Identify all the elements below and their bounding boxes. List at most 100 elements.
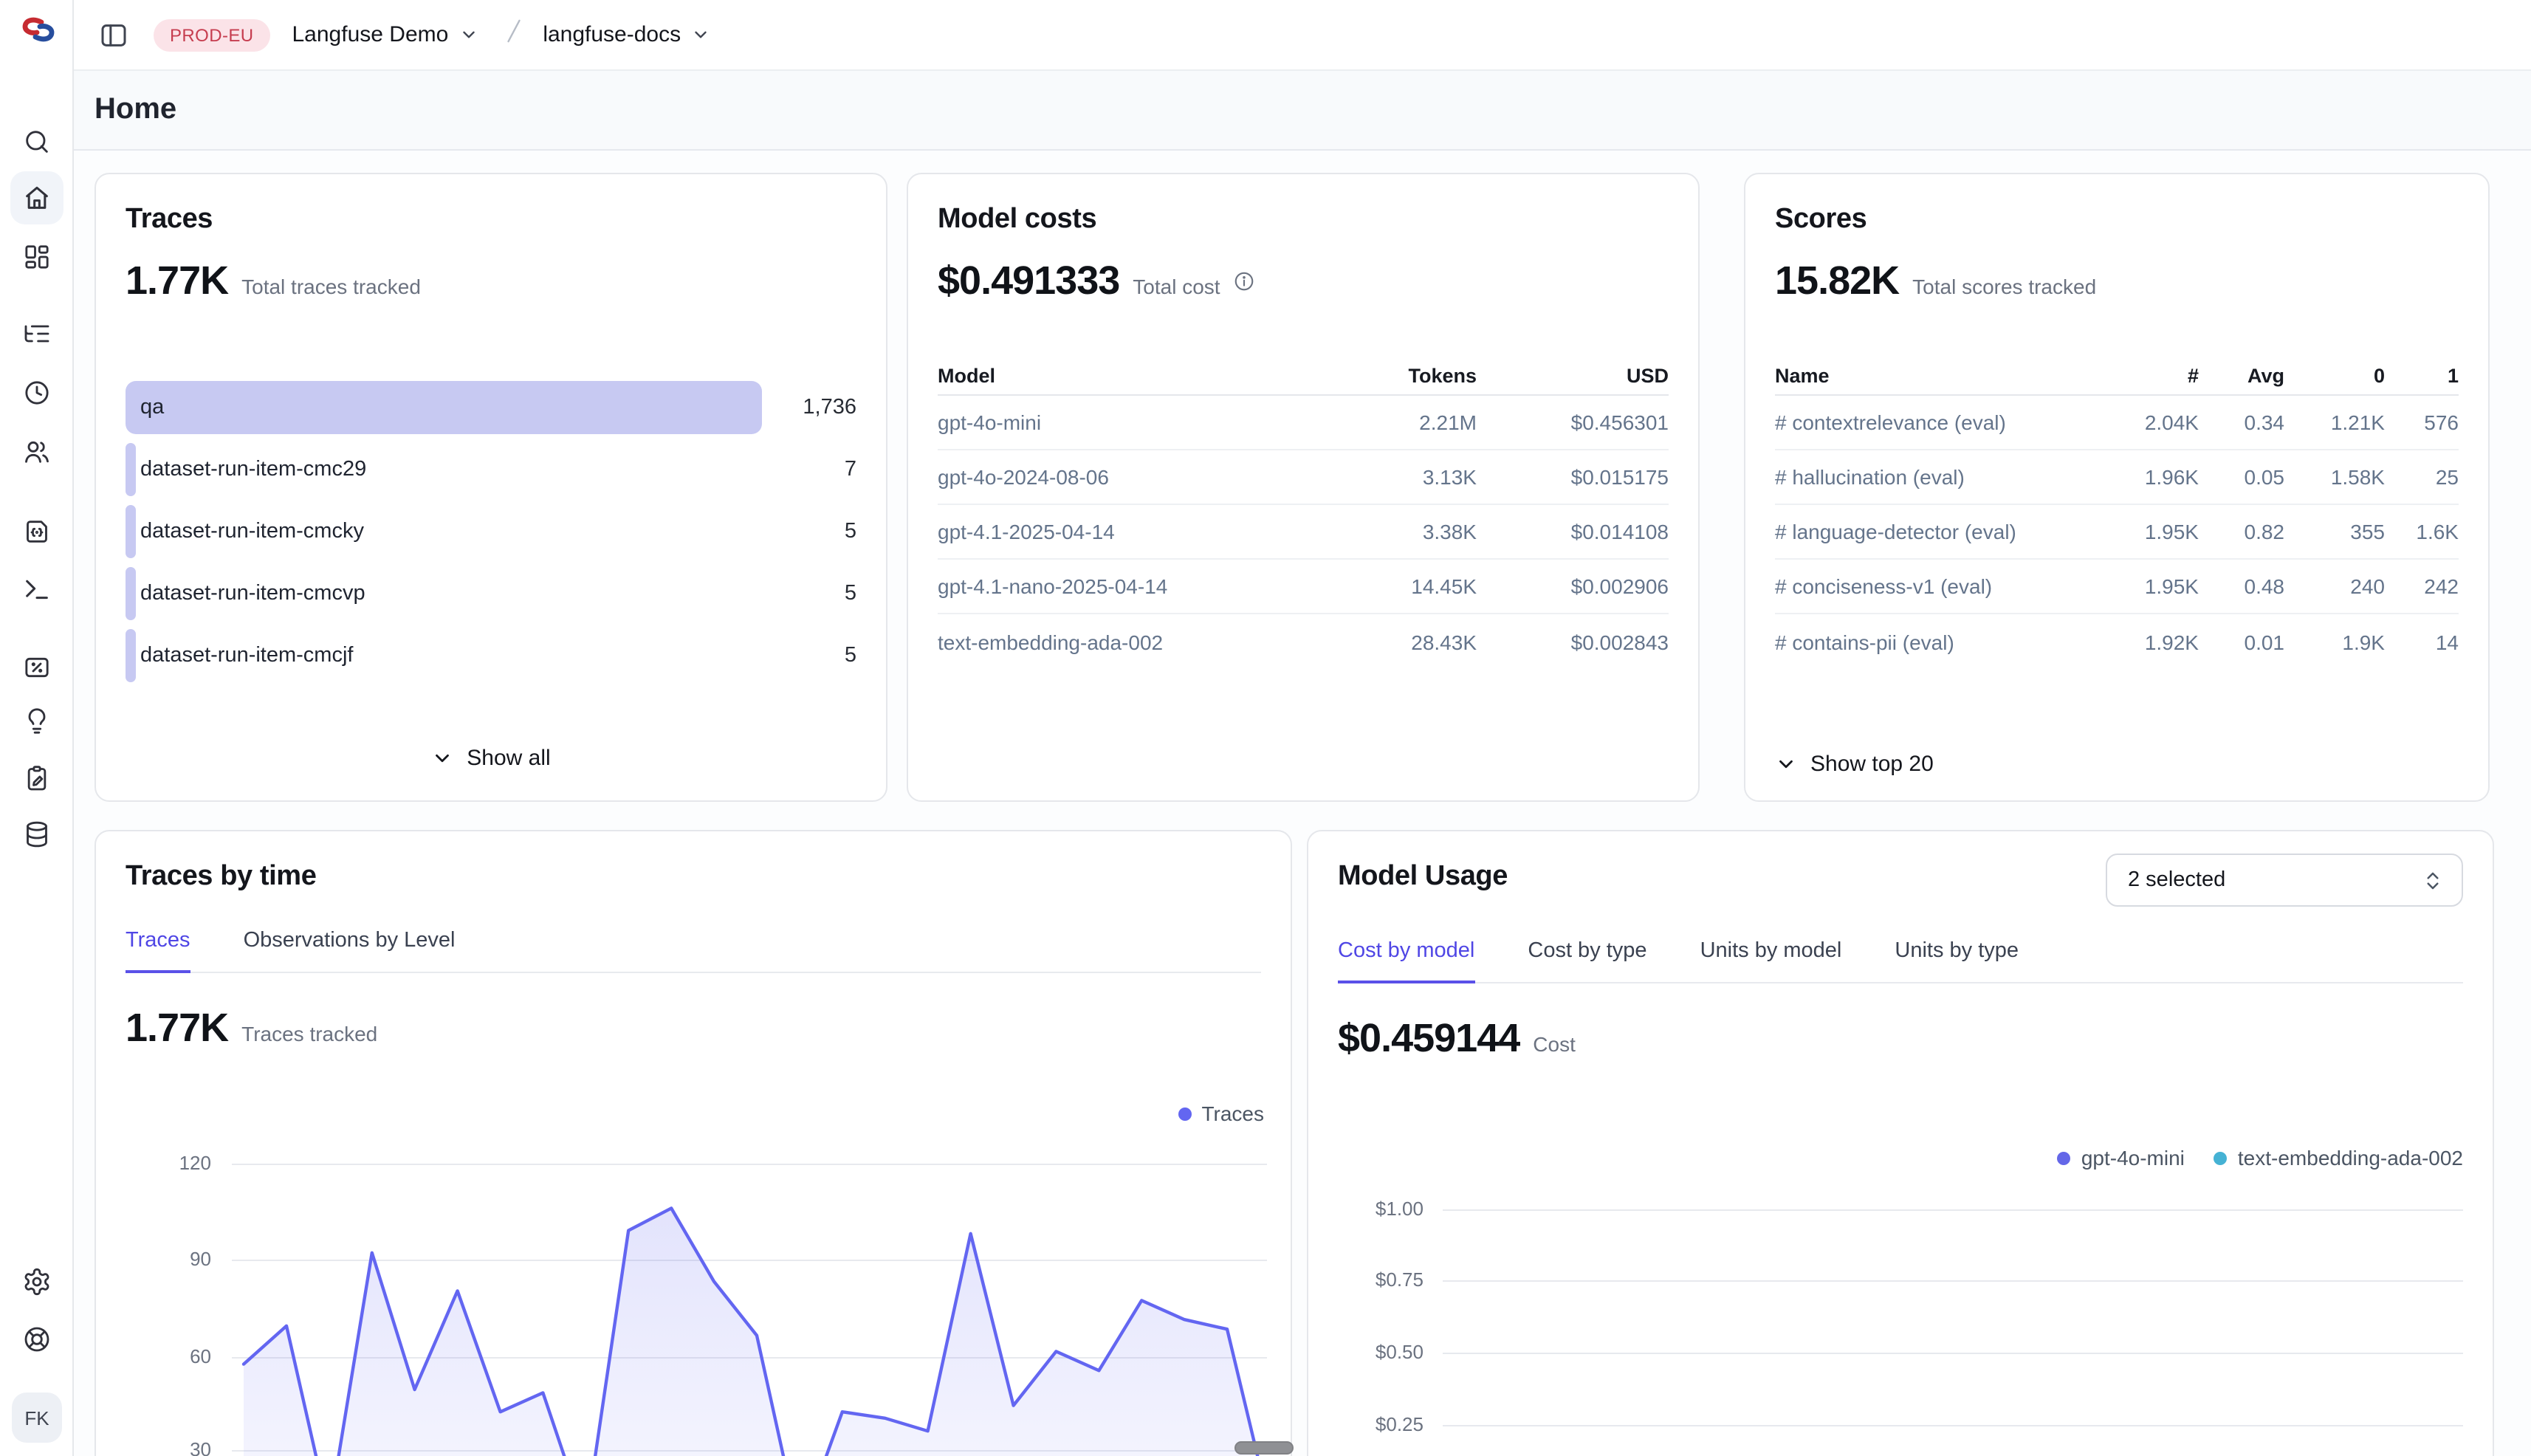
breadcrumb-slash-icon [498, 16, 528, 53]
table-cell: # hallucination (eval) [1775, 465, 1965, 489]
y-axis-tick-label: $0.50 [1375, 1341, 1424, 1363]
card-title: Model Usage [1338, 861, 1508, 892]
chart-gridline [1443, 1353, 2463, 1354]
legend-label: gpt-4o-mini [2081, 1146, 2185, 1170]
tracing-icon[interactable] [10, 307, 63, 360]
playground-terminal-icon[interactable] [10, 563, 63, 616]
trace-bar-value: 7 [844, 458, 856, 481]
y-axis-tick-label: $1.00 [1375, 1198, 1424, 1220]
legend-item: Traces [1178, 1102, 1264, 1125]
table-header-row: Name # Avg 0 1 [1775, 357, 2459, 396]
langfuse-logo-icon[interactable] [21, 16, 56, 46]
column-header: 1 [2447, 365, 2459, 387]
trace-bar-value: 5 [844, 644, 856, 667]
trace-bar-value: 5 [844, 582, 856, 605]
tab-observations-by-level[interactable]: Observations by Level [243, 929, 456, 952]
environment-badge[interactable]: PROD-EU [154, 18, 270, 51]
table-header-row: Model Tokens USD [938, 357, 1669, 396]
topbar: PROD-EU Langfuse Demo langfuse-docs [74, 0, 2531, 71]
model-costs-kpi-value: $0.491333 [938, 258, 1120, 303]
table-cell: 576 [2424, 411, 2459, 434]
insights-lightbulb-icon[interactable] [10, 696, 63, 749]
settings-gear-icon[interactable] [10, 1255, 63, 1308]
tab-units-by-type[interactable]: Units by type [1895, 939, 2019, 963]
show-all-button[interactable]: Show all [96, 746, 886, 771]
sessions-clock-icon[interactable] [10, 366, 63, 419]
tab-cost-by-model[interactable]: Cost by model [1338, 939, 1474, 983]
chevrons-up-down-icon [2427, 871, 2439, 889]
legend-dot-icon [2057, 1151, 2071, 1164]
table-row: gpt-4o-mini 2.21M $0.456301 [938, 396, 1669, 450]
table-cell: $0.002906 [1570, 574, 1669, 598]
legend-dot-icon [1178, 1107, 1192, 1120]
area-chart-svg [241, 1206, 1260, 1456]
table-cell: 1.95K [2144, 574, 2199, 598]
trace-bar-row: dataset-run-item-cmc29 7 [126, 443, 856, 496]
model-usage-tabs: Cost by model Cost by type Units by model U… [1338, 939, 2463, 983]
dashboards-icon[interactable] [10, 230, 63, 284]
table-cell: gpt-4.1-2025-04-14 [938, 520, 1115, 543]
y-axis-tick-label: $0.75 [1375, 1268, 1424, 1291]
model-usage-card: Model Usage 2 selected Cost by model Cost… [1307, 830, 2494, 1456]
table-cell: 1.58K [2330, 465, 2385, 489]
table-cell: 28.43K [1411, 630, 1477, 653]
column-header: # [2187, 365, 2199, 387]
org-switcher[interactable]: Langfuse Demo [292, 22, 478, 47]
column-header: Tokens [1408, 365, 1477, 387]
evaluation-icon[interactable] [10, 641, 63, 694]
table-row: # language-detector (eval) 1.95K 0.82 355 1.… [1775, 505, 2459, 560]
model-costs-card: Model costs $0.491333 Total cost Model To… [907, 173, 1700, 802]
column-header: Model [938, 365, 995, 387]
model-usage-kpi-label: Cost [1533, 1032, 1576, 1056]
annotation-clipboard-pen-icon[interactable] [10, 752, 63, 805]
trace-bar-row: dataset-run-item-cmcjf 5 [126, 629, 856, 682]
table-cell: 0.34 [2244, 411, 2285, 434]
user-avatar[interactable]: FK [12, 1393, 62, 1443]
table-cell: gpt-4o-mini [938, 411, 1042, 434]
home-icon[interactable] [10, 171, 63, 224]
tab-traces[interactable]: Traces [126, 929, 190, 973]
tab-units-by-model[interactable]: Units by model [1700, 939, 1842, 963]
prompts-icon[interactable] [10, 505, 63, 558]
table-cell: gpt-4.1-nano-2025-04-14 [938, 574, 1168, 598]
datasets-database-icon[interactable] [10, 808, 63, 861]
scores-kpi-value: 15.82K [1775, 258, 1900, 303]
trace-bar-label: dataset-run-item-cmcvp [140, 582, 365, 605]
trace-bar-row: dataset-run-item-cmcvp 5 [126, 567, 856, 620]
table-cell: $0.002843 [1570, 630, 1669, 653]
table-row: text-embedding-ada-002 28.43K $0.002843 [938, 614, 1669, 669]
table-cell: # conciseness-v1 (eval) [1775, 574, 1993, 598]
tab-cost-by-type[interactable]: Cost by type [1528, 939, 1647, 963]
support-lifebuoy-icon[interactable] [10, 1313, 63, 1366]
sidebar-toggle-icon[interactable] [99, 18, 131, 51]
column-header: USD [1626, 365, 1669, 387]
horizontal-scrollbar-thumb[interactable] [1234, 1441, 1294, 1455]
chart-gridline [1443, 1280, 2463, 1282]
table-row: # contains-pii (eval) 1.92K 0.01 1.9K 14 [1775, 614, 2459, 669]
scores-kpi-label: Total scores tracked [1912, 275, 2097, 298]
scores-card: Scores 15.82K Total scores tracked Name #… [1744, 173, 2490, 802]
model-usage-kpi-value: $0.459144 [1338, 1016, 1520, 1060]
trace-bar [126, 629, 136, 682]
model-select-dropdown[interactable]: 2 selected [2106, 854, 2463, 907]
model-costs-table: Model Tokens USD gpt-4o-mini 2.21M $0.456301 g… [938, 357, 1669, 669]
column-header: Name [1775, 365, 1830, 387]
table-cell: 1.9K [2342, 630, 2385, 653]
table-cell: $0.015175 [1570, 465, 1669, 489]
chevron-down-icon [436, 754, 450, 763]
project-switcher[interactable]: langfuse-docs [543, 22, 710, 47]
trace-bar [126, 567, 136, 620]
traces-card: Traces 1.77K Total traces tracked qa 1,73… [95, 173, 887, 802]
traces-kpi-value: 1.77K [126, 258, 229, 303]
table-row: # conciseness-v1 (eval) 1.95K 0.48 240 242 [1775, 560, 2459, 614]
trace-bar-row: dataset-run-item-cmcky 5 [126, 505, 856, 558]
table-cell: 1.21K [2330, 411, 2385, 434]
traces-time-kpi-value: 1.77K [126, 1006, 229, 1050]
show-top-20-button[interactable]: Show top 20 [1775, 752, 1934, 777]
users-icon[interactable] [10, 425, 63, 478]
table-cell: 355 [2350, 520, 2385, 543]
table-cell: 3.13K [1422, 465, 1477, 489]
search-icon[interactable] [10, 115, 63, 168]
y-axis-tick-label: 30 [190, 1438, 211, 1456]
info-icon[interactable] [1234, 270, 1256, 292]
